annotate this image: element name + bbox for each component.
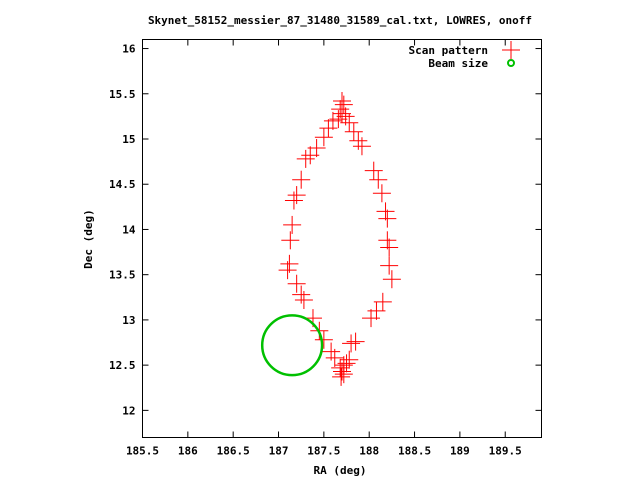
y-tick-label: 13 xyxy=(122,314,135,327)
y-axis-label: Dec (deg) xyxy=(82,209,95,269)
legend-label-beam-size: Beam size xyxy=(428,57,488,70)
scan-point xyxy=(373,292,392,311)
scan-point xyxy=(333,362,351,381)
x-tick-label: 189 xyxy=(450,445,470,458)
scan-point xyxy=(283,215,302,234)
scan-point xyxy=(333,104,351,123)
scan-point xyxy=(378,209,397,228)
x-tick-label: 186 xyxy=(178,445,198,458)
plot-area-border xyxy=(142,39,542,438)
scan-point xyxy=(325,348,344,367)
legend-marker-scan-pattern xyxy=(502,41,520,59)
x-tick-label: 185.5 xyxy=(126,445,159,458)
legend: Scan pattern Beam size xyxy=(409,41,520,70)
x-axis-ticks: 185.5 186 186.5 187 187.5 188 188.5 189 189.5 xyxy=(126,39,522,458)
scan-pattern-series xyxy=(278,92,401,386)
scan-point xyxy=(362,309,381,328)
y-tick-label: 15 xyxy=(122,133,135,146)
scan-point xyxy=(314,128,333,147)
x-tick-label: 187.5 xyxy=(307,445,340,458)
scan-point xyxy=(292,170,311,189)
scan-point xyxy=(352,137,371,156)
scan-point xyxy=(334,365,353,384)
scan-point xyxy=(380,238,399,257)
scan-point xyxy=(346,332,365,351)
scan-point xyxy=(301,146,320,165)
scan-point xyxy=(296,149,315,168)
y-tick-label: 15.5 xyxy=(109,88,136,101)
scan-point xyxy=(376,202,395,221)
y-axis-ticks: 12 12.5 13 13.5 14 14.5 15 15.5 16 xyxy=(109,43,542,417)
y-tick-label: 13.5 xyxy=(109,269,136,282)
scan-point xyxy=(349,131,368,150)
scan-point xyxy=(287,274,306,293)
scan-point xyxy=(344,122,363,141)
y-tick-label: 12 xyxy=(122,404,135,417)
legend-label-scan-pattern: Scan pattern xyxy=(409,44,488,57)
scan-point xyxy=(372,184,391,203)
x-tick-label: 188.5 xyxy=(398,445,431,458)
y-tick-label: 16 xyxy=(122,43,136,56)
scan-point xyxy=(281,231,300,250)
x-tick-label: 186.5 xyxy=(217,445,250,458)
chart-title: Skynet_58152_messier_87_31480_31589_cal.… xyxy=(148,14,532,27)
scan-point xyxy=(382,270,401,289)
scan-point xyxy=(314,330,333,349)
scan-point xyxy=(380,256,399,275)
legend-marker-beam-size xyxy=(507,59,515,67)
x-tick-label: 187 xyxy=(269,445,289,458)
scan-point xyxy=(332,367,351,386)
scan-point xyxy=(369,170,388,189)
x-axis-label: RA (deg) xyxy=(314,464,367,477)
scan-point xyxy=(323,111,342,130)
legend-circle xyxy=(507,59,515,67)
scan-point xyxy=(340,350,359,369)
scan-point xyxy=(329,110,348,129)
scan-point xyxy=(284,191,303,210)
beam-circle xyxy=(260,314,324,377)
x-tick-label: 189.5 xyxy=(489,445,522,458)
scan-point xyxy=(319,119,338,138)
y-tick-label: 14 xyxy=(122,223,136,236)
scan-point xyxy=(278,261,297,280)
scan-point xyxy=(364,161,383,180)
scan-point xyxy=(342,334,361,353)
scan-point xyxy=(334,95,353,114)
y-tick-label: 12.5 xyxy=(109,359,136,372)
y-tick-label: 14.5 xyxy=(109,178,136,191)
scan-point xyxy=(378,231,397,250)
scan-point xyxy=(287,186,306,205)
scan-point xyxy=(367,301,386,320)
x-tick-label: 188 xyxy=(359,445,379,458)
beam-size-series xyxy=(260,314,324,377)
scan-point xyxy=(294,291,313,310)
scan-point xyxy=(292,285,311,304)
scan-point xyxy=(331,100,350,119)
scan-point xyxy=(340,113,359,132)
